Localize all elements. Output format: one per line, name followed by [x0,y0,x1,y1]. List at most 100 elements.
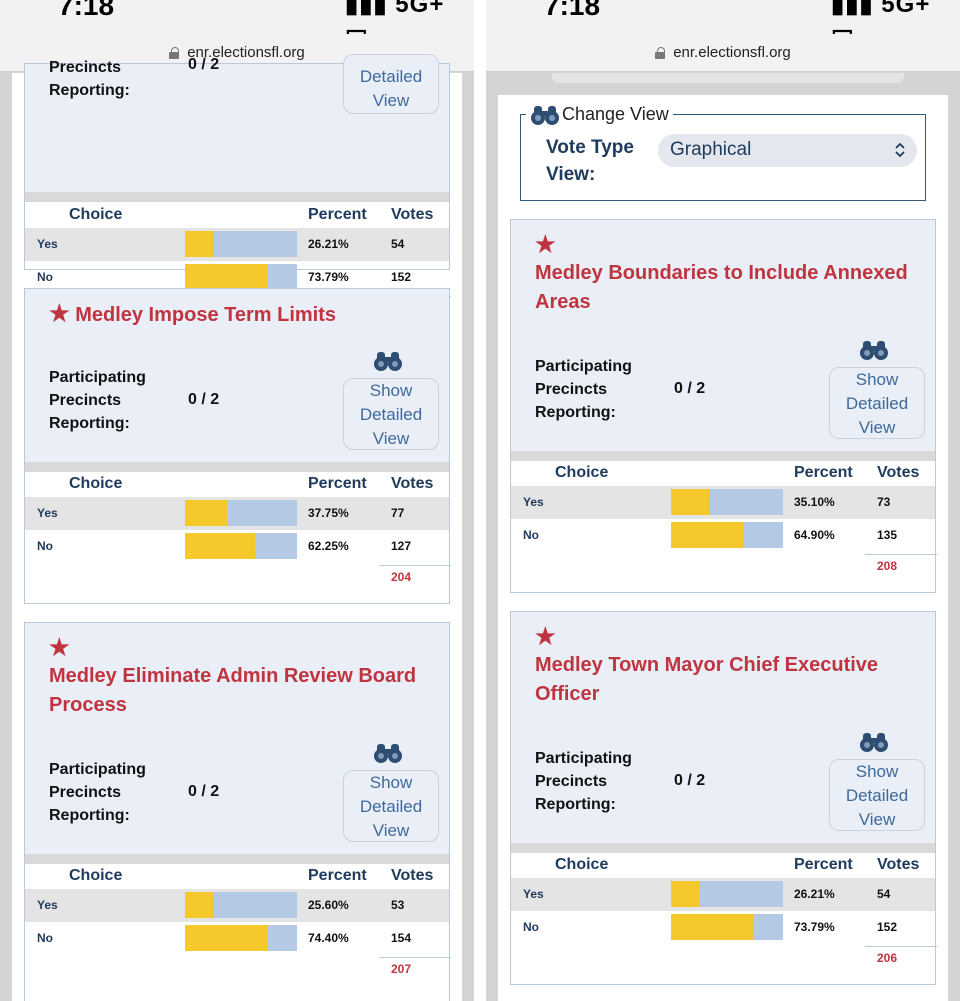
percent-value: 73.79% [308,270,349,284]
chevron-up-down-icon [895,142,905,158]
change-view-legend: Change View [526,103,673,125]
result-bar-fill [185,925,269,951]
percent-header: Percent [308,867,367,884]
percent-value: 64.90% [794,528,835,542]
precincts-value: 0 / 2 [188,783,220,800]
button-line: Detailed [359,405,423,424]
star-icon: ★ [49,634,70,660]
button-line: Detailed [359,67,423,86]
precincts-value: 0 / 2 [188,391,220,408]
total-divider [379,957,451,958]
result-bar [185,533,297,559]
result-row: Yes 35.10% 73 [511,486,935,519]
total-divider [865,946,937,947]
choice-name: No [37,539,53,553]
status-bar: 7:18 ▮▮▮ 5G+ ▭ [486,0,960,34]
label-line: Reporting: [535,796,616,813]
percent-header: Percent [794,464,853,481]
choice-name: Yes [523,887,544,901]
star-icon: ★ [49,300,70,326]
result-bar [185,264,297,290]
race-title-line: Officer [535,683,600,705]
separator [25,854,449,864]
votes-value: 54 [391,237,405,251]
vote-type-label: Vote Type View: [546,134,634,188]
race-title-line: Medley Boundaries to Include Annexed [535,262,908,284]
result-row: No 64.90% 135 [511,519,935,552]
address-bar[interactable]: enr.electionsfl.org [486,34,960,72]
votes-value: 53 [391,898,405,912]
choice-name: No [37,270,53,284]
selected-option: Graphical [670,139,752,160]
left-phone-screen: 7:18 ▮▮▮ 5G+ ▭ enr.electionsfl.org Preci… [0,0,474,1001]
right-phone-screen: 7:18 ▮▮▮ 5G+ ▭ enr.electionsfl.org Chang… [486,0,960,1001]
binoculars-icon [531,106,559,125]
total-divider [865,554,937,555]
participating-precincts-label: Participating Precincts Reporting: [49,758,146,827]
label-line: Participating [49,761,146,778]
button-line: Detailed [845,786,909,805]
votes-value: 54 [877,887,891,901]
url-text: enr.electionsfl.org [187,44,305,61]
choice-header: Choice [555,856,609,873]
precincts-value: 0 / 2 [674,772,706,789]
result-bar-fill [185,500,228,526]
button-line: Show [369,773,413,792]
show-detailed-view-button[interactable]: Show Detailed View [343,770,439,842]
button-line: View [372,91,410,110]
race-title-line: Areas [535,291,591,313]
result-bar [671,489,783,515]
total-votes: 204 [391,570,412,584]
label-line: Precincts [49,392,122,409]
choice-name: No [37,931,53,945]
percent-value: 26.21% [794,887,835,901]
separator [25,462,449,472]
race-title: ★ Medley Impose Term Limits [49,299,336,330]
label-line: Participating [49,369,146,386]
button-line: Detailed [845,394,909,413]
show-detailed-view-button[interactable]: Show Detailed View [343,378,439,450]
participating-precincts-label: Participating Precincts Reporting: [535,355,632,424]
vote-type-select[interactable]: Graphical [658,134,917,167]
precincts-label: Precincts [49,59,122,76]
votes-value: 127 [391,539,412,553]
network-label: 5G+ [395,0,445,18]
result-row: No 73.79% 152 [25,261,449,294]
result-bar-fill [671,914,754,940]
status-signal: ▮▮▮ 5G+ ▭ [831,0,960,34]
button-line: Show [855,370,899,389]
percent-value: 25.60% [308,898,349,912]
button-line: Detailed [359,797,423,816]
votes-header: Votes [391,206,434,223]
result-row: Yes 26.21% 54 [511,878,935,911]
label-line: Precincts [49,784,122,801]
show-detailed-view-button[interactable]: Detailed View [343,54,439,114]
race-title-line: Process [49,694,127,716]
label-line: Precincts [535,381,608,398]
lock-icon [169,46,180,59]
choice-header: Choice [69,206,123,223]
page-content: Change View Vote Type View: Graphical ★ … [486,73,960,1001]
total-votes: 208 [877,559,898,573]
percent-header: Percent [308,206,367,223]
show-detailed-view-button[interactable]: Show Detailed View [829,367,925,439]
button-line: Show [369,381,413,400]
race-title-line: Medley Eliminate Admin Review Board [49,665,417,687]
choice-name: Yes [37,237,58,251]
separator [511,843,935,853]
status-bar: 7:18 ▮▮▮ 5G+ ▭ [0,0,474,34]
percent-value: 62.25% [308,539,349,553]
precincts-value: 0 / 2 [674,380,706,397]
votes-value: 77 [391,506,405,520]
result-bar-fill [671,489,711,515]
label-line: Reporting: [49,415,130,432]
result-bar [671,881,783,907]
show-detailed-view-button[interactable]: Show Detailed View [829,759,925,831]
votes-header: Votes [877,464,920,481]
status-signal: ▮▮▮ 5G+ ▭ [345,0,474,34]
button-line: View [858,810,896,829]
race-title-text: Medley Impose Term Limits [75,304,336,326]
result-bar [185,500,297,526]
choice-name: Yes [37,898,58,912]
race-title: ★ Medley Eliminate Admin Review Board Pr… [49,633,416,720]
